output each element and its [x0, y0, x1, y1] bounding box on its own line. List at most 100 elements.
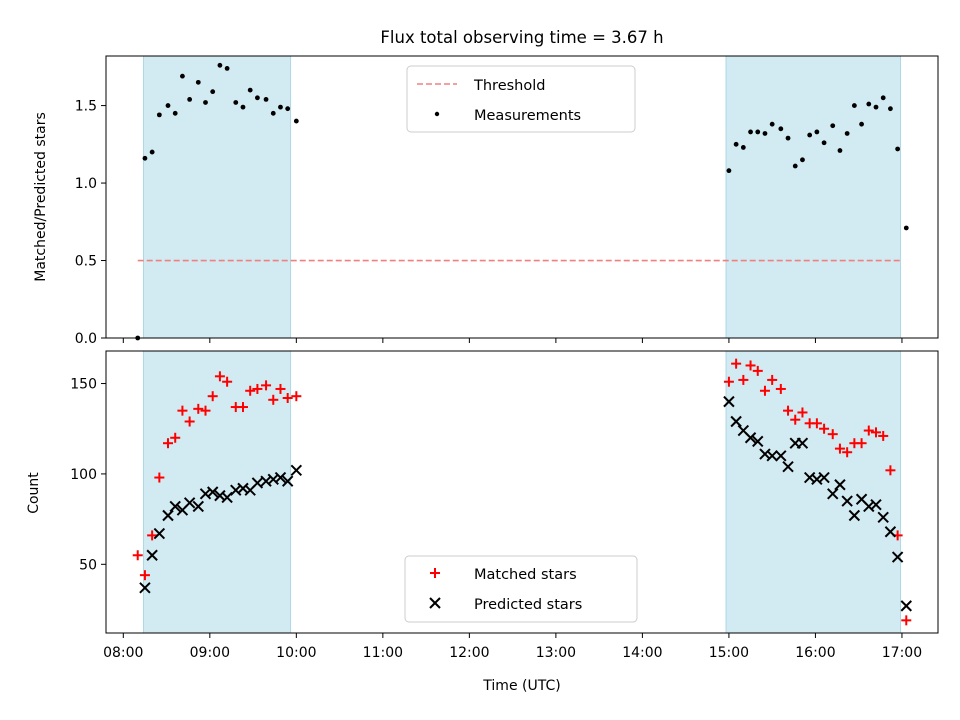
- measurement-point: [880, 95, 886, 101]
- measurement-point: [755, 129, 761, 135]
- matched-star-point: [237, 402, 248, 413]
- measurement-point: [255, 95, 260, 101]
- predicted-star-point: [891, 551, 904, 563]
- ratio-observing-bands: [142, 55, 902, 339]
- predicted-star-point: [146, 549, 158, 561]
- matched-star-point: [207, 391, 218, 402]
- matched-star-point: [775, 383, 786, 394]
- matched-star-point: [261, 380, 272, 391]
- ratio-x-ticks: [122, 338, 903, 343]
- predicted-legend-swatch: [429, 597, 441, 609]
- measurement-point: [888, 106, 893, 112]
- matched-star-point: [222, 376, 233, 387]
- predicted-star-point: [206, 486, 219, 498]
- predicted-star-point: [290, 464, 303, 477]
- measurement-point: [195, 79, 201, 85]
- measurement-point: [778, 126, 784, 132]
- measurement-point: [180, 73, 185, 79]
- ratio-y-tick-label: 0.5: [75, 254, 97, 270]
- x-tick-label: 16:00: [795, 645, 835, 661]
- predicted-star-point: [827, 488, 839, 500]
- predicted-star-point: [766, 450, 778, 462]
- measurement-point: [873, 104, 879, 110]
- matched-star-point: [752, 365, 763, 376]
- count-y-tick-label: 50: [79, 557, 97, 573]
- count-y-ticks: 50 100 150: [70, 377, 106, 573]
- predicted-star-point: [848, 509, 861, 522]
- predicted-star-point: [162, 509, 174, 522]
- measurement-point: [800, 157, 805, 163]
- matched-star-point: [723, 376, 734, 387]
- matched-star-point: [811, 418, 822, 429]
- predicted-star-point: [877, 511, 889, 524]
- measurement-point: [285, 106, 291, 112]
- count-x-ticks: 08:00 09:00 10:00 11:00 12:00 13:00 14:00 15:00…: [103, 633, 922, 661]
- measurement-point: [895, 146, 901, 152]
- x-tick-label: 17:00: [882, 645, 922, 661]
- count-y-tick-label: 150: [70, 377, 97, 393]
- matched-star-point: [282, 393, 293, 403]
- matched-star-point: [759, 385, 770, 396]
- predicted-star-point: [796, 437, 809, 449]
- measurement-point: [859, 121, 864, 127]
- measurements-legend-label: Measurements: [474, 108, 581, 124]
- predicted-star-point: [884, 526, 897, 538]
- measurement-point: [217, 62, 223, 68]
- matched-star-point: [132, 550, 143, 561]
- matched-star-point: [184, 416, 195, 427]
- matched-star-point: [163, 438, 174, 449]
- predicted-star-point: [834, 479, 846, 491]
- predicted-star-point: [841, 495, 853, 507]
- matched-star-point: [856, 438, 867, 449]
- matched-star-point: [797, 407, 808, 418]
- matched-star-point: [200, 405, 211, 416]
- count-points: [132, 358, 912, 626]
- matched-star-point: [790, 414, 801, 425]
- threshold-legend-label: Threshold: [473, 78, 545, 94]
- predicted-star-point: [870, 498, 882, 511]
- ratio-y-ticks: 0.0 0.5 1.0 1.5: [75, 99, 106, 347]
- matched-star-point: [901, 615, 912, 626]
- matched-star-point: [154, 472, 165, 483]
- ratio-y-axis-label: Matched/Predicted stars: [33, 112, 49, 282]
- matched-star-point: [885, 465, 896, 476]
- predicted-star-point: [183, 497, 196, 509]
- matched-star-point: [767, 374, 778, 385]
- ratio-observing-band: [142, 55, 292, 339]
- measurement-point: [165, 103, 171, 108]
- x-tick-label: 08:00: [103, 645, 143, 661]
- measurement-point: [187, 96, 193, 102]
- ratio-legend: Threshold Measurements: [406, 65, 636, 133]
- ratio-axes-frame: [105, 55, 939, 339]
- matched-star-point: [252, 383, 263, 394]
- measurement-point: [278, 104, 283, 110]
- matched-star-point: [863, 425, 874, 436]
- count-y-axis-label: Count: [26, 472, 42, 514]
- measurement-point: [740, 145, 746, 150]
- predicted-star-point: [274, 471, 287, 484]
- measurement-point: [807, 132, 813, 138]
- measurement-point: [844, 131, 850, 136]
- measurement-point: [830, 123, 836, 129]
- predicted-star-point: [281, 475, 294, 487]
- predicted-star-point: [730, 415, 742, 428]
- ratio-y-tick-label: 0.0: [75, 331, 97, 347]
- predicted-star-point: [251, 477, 264, 489]
- matched-star-point: [291, 391, 302, 402]
- predicted-legend-label: Predicted stars: [474, 597, 582, 613]
- ratio-observing-band: [725, 55, 902, 339]
- matched-star-point: [827, 429, 838, 440]
- matched-star-point: [745, 360, 756, 371]
- x-tick-label: 13:00: [536, 645, 576, 661]
- matched-legend-label: Matched stars: [474, 567, 577, 583]
- measurement-point: [733, 141, 739, 147]
- matched-star-point: [170, 432, 181, 443]
- measurement-point: [247, 87, 253, 93]
- matched-star-point: [275, 383, 286, 394]
- matched-star-point: [268, 394, 279, 405]
- measurements-legend-swatch: [434, 111, 440, 117]
- count-y-tick-label: 100: [70, 467, 97, 483]
- measurement-point: [837, 148, 843, 153]
- measurement-point: [224, 65, 230, 71]
- measurement-point: [293, 118, 299, 124]
